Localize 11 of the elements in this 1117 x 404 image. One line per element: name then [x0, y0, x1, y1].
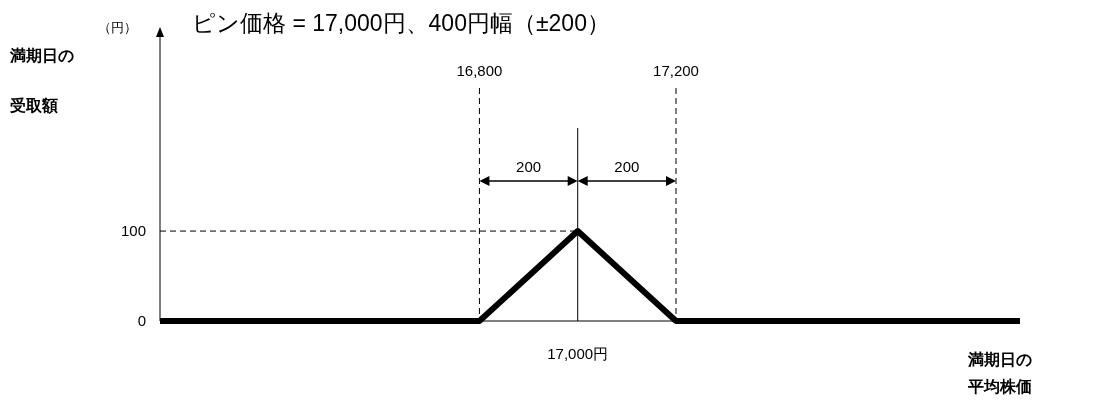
- x-tick-label: 17,200: [653, 62, 699, 79]
- text: （円）: [98, 20, 137, 35]
- x-axis-title: 満期日の平均株価: [967, 351, 1032, 395]
- annotation: 200: [516, 158, 542, 175]
- annotation: 200: [614, 158, 640, 175]
- text: 満期日の受取額: [10, 47, 74, 114]
- chart-title: ピン価格 = 17,000円、400円幅（±200）: [192, 10, 610, 36]
- y-tick-label: 0: [137, 312, 146, 329]
- annotation: 17,000円: [547, 345, 609, 362]
- x-tick-label: 16,800: [456, 62, 503, 79]
- y-tick-label: 100: [120, 222, 146, 240]
